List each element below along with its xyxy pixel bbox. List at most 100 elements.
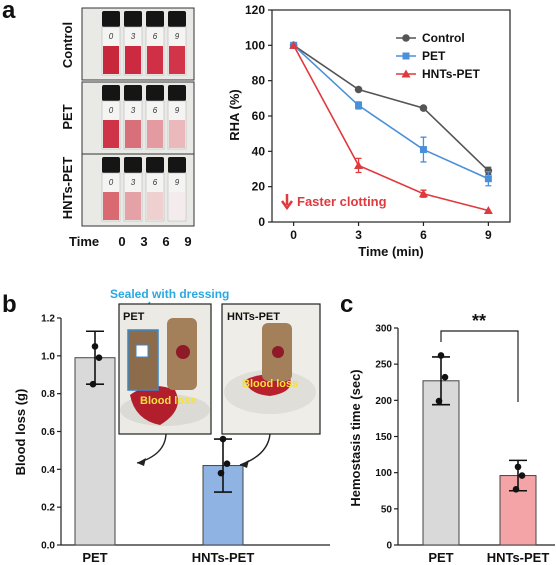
time-value-9: 9 [184,234,191,249]
hemostasis-bar-pet [422,380,460,546]
rha-point-pet [484,175,492,183]
time-value-6: 6 [162,234,169,249]
hemostasis-data-point-pet [435,397,443,405]
significance-bracket [440,330,519,402]
vial-cap [124,157,142,173]
hnts-photo-label: HNTs-PET [227,311,280,323]
rha-legend-marker-pet [402,52,410,60]
hemostasis-data-point-pet [437,352,445,359]
rha-y-tick-label: 120 [245,3,265,17]
rha-legend-label-hnts-pet: HNTs-PET [422,67,480,81]
vial-liquid [169,46,185,74]
rha-point-pet [419,146,427,154]
hemostasis-data-point-pet [441,373,449,381]
vial-liquid [169,192,185,220]
vial-liquid [169,120,185,148]
rha-x-tick-label: 9 [485,228,492,242]
vial-liquid [147,46,163,74]
faster-clotting-arrow [280,194,294,211]
faster-clotting-annotation: Faster clotting [297,194,387,209]
vial-cap [168,85,186,101]
hemostasis-y-tick-label: 150 [375,432,392,443]
rha-plot-frame [271,9,511,223]
blood-loss-data-point-hnts-pet [219,435,227,443]
rha-legend-marker-hnts-pet [401,69,411,78]
hemostasis-category-label-hnts-pet: HNTs-PET [487,550,550,565]
hemostasis-y-tick-label: 50 [381,504,393,515]
hemostasis-data-point-hnts-pet [512,486,520,493]
rha-point-hnts-pet [289,40,299,49]
vial-photos: Control PET HNTs-PET 0 3 6 90 3 6 90 3 6 9 Time 0… [60,7,195,249]
rha-point-control [484,166,493,175]
time-value-3: 3 [140,234,147,249]
blood-loss-photos: Sealed with dressing PET Blood loss HNTs… [110,287,321,468]
rha-point-pet [355,101,363,109]
rha-point-control [354,85,363,94]
rha-legend: Control PET HNTs-PET [396,31,480,81]
blood-loss-y-tick-label: 0.2 [41,503,55,514]
pet-photo-arrow [136,433,167,464]
hemostasis-bar-chart: Hemostasis time (sec) 0 50 100 150 200 250 300… [348,311,555,565]
hemostasis-data-point-hnts-pet [514,463,522,471]
vial-cap [102,85,120,101]
blood-loss-data-point-pet [95,354,103,362]
vial-cap-number: 6 [153,32,158,41]
rha-line-chart: RHA (%) Time (min) 0 20 40 60 80 100 120 0 3 6 9 C… [227,3,511,259]
sealed-annotation: Sealed with dressing [110,287,229,301]
pet-photo-arrowhead [137,458,146,466]
vial-liquid [125,120,141,148]
rha-x-axis-label: Time (min) [358,244,424,259]
vial-liquid [147,120,163,148]
rha-series-line-pet [293,44,489,180]
blood-loss-y-tick-label: 0.4 [41,465,55,476]
hemostasis-category-label-pet: PET [428,550,453,565]
pet-photo-label: PET [123,311,145,323]
blood-loss-data-point-hnts-pet [223,460,231,467]
vial-cap [102,157,120,173]
rha-y-tick-label: 60 [252,109,266,123]
hemostasis-y-tick-label: 250 [375,360,392,371]
rha-y-tick-label: 20 [252,180,266,194]
vial-cap [124,85,142,101]
hemostasis-y-axis-label: Hemostasis time (sec) [348,369,363,506]
vial-cap-number: 6 [153,178,158,187]
vial-cap-number: 9 [175,32,180,41]
pet-photo-blood-loss: Blood loss [140,395,196,407]
vial-cap [146,11,164,27]
hnts-photo-stain [272,346,284,358]
blood-loss-data-point-pet [89,380,97,388]
blood-loss-category-label-hnts-pet: HNTs-PET [192,550,255,565]
vial-liquid [125,46,141,74]
rha-legend-label-control: Control [422,31,465,45]
rha-y-tick-label: 0 [258,215,265,229]
pet-photo-inset [127,329,159,391]
vial-liquid [103,46,119,74]
rha-point-control [419,104,428,112]
hemostasis-data-point-hnts-pet [518,472,526,479]
rha-x-tick-label: 3 [355,228,362,242]
rha-y-tick-label: 40 [252,144,266,158]
vial-liquid [103,120,119,148]
vial-cap-number: 0 [109,106,114,115]
rha-point-hnts-pet [418,189,428,198]
blood-loss-y-axis-label: Blood loss (g) [13,389,28,476]
vial-cap [168,11,186,27]
pet-photo-blood [130,386,178,425]
time-label: Time [69,234,99,249]
vial-liquid [147,192,163,220]
hemostasis-y-tick-label: 0 [386,541,392,552]
hnts-photo-arrow [239,433,271,466]
blood-loss-bar-pet [74,357,116,546]
rha-series-line-control [293,44,489,172]
significance-label: ** [472,311,486,331]
blood-loss-y-tick-label: 0.8 [41,389,55,400]
blood-loss-category-label-pet: PET [82,550,107,565]
vial-row-label-pet: PET [60,104,75,129]
vial-cap-number: 9 [175,178,180,187]
pet-photo-stain [176,345,190,359]
vial-cap-number: 0 [109,178,114,187]
hnts-photo-blood-loss: Blood loss [242,378,298,390]
rha-y-tick-label: 80 [252,74,266,88]
hemostasis-y-tick-label: 200 [375,396,392,407]
rha-series-line-hnts-pet [292,44,489,212]
